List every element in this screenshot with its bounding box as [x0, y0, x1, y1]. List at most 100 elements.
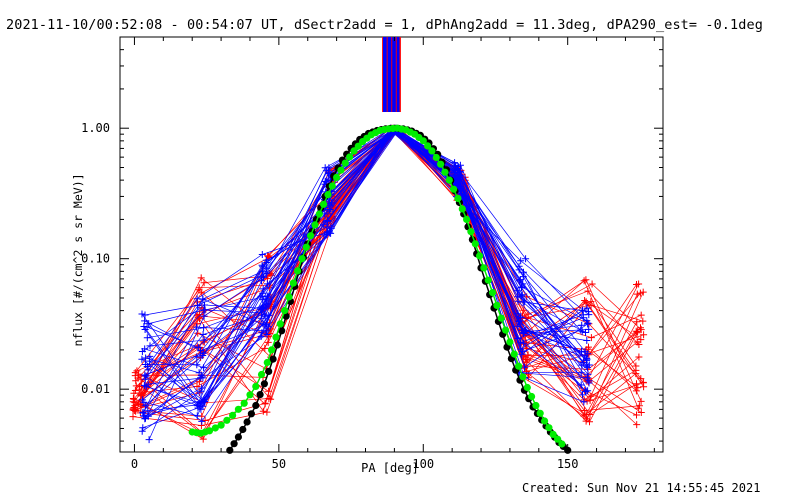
red-series-point [582, 276, 590, 284]
black-curve-point [226, 446, 234, 454]
green-curve-point [263, 358, 271, 367]
blue-series-point [257, 314, 265, 322]
blue-series-point [193, 295, 201, 303]
green-curve-point [268, 346, 276, 354]
blue-series-line [145, 128, 590, 374]
blue-series-line [148, 128, 589, 385]
blue-series-point [514, 310, 522, 318]
green-curve-point [328, 182, 336, 190]
green-curve-point [497, 314, 505, 322]
red-series-point [193, 383, 201, 390]
red-series-point [583, 397, 591, 405]
green-curve-point [432, 153, 440, 162]
blue-series-point [259, 289, 267, 297]
red-series-point [640, 383, 648, 391]
blue-series-point [200, 364, 208, 372]
green-curve-point [223, 416, 231, 424]
green-curve-point [333, 173, 341, 181]
black-curve-point [247, 410, 255, 418]
red-series-point [586, 418, 593, 426]
red-series-point [582, 298, 590, 306]
red-series-point [199, 435, 207, 443]
blue-series-point [583, 304, 591, 312]
red-series-point [135, 382, 143, 390]
blue-series-point [199, 352, 207, 359]
red-series-point [635, 402, 643, 410]
red-series-point [637, 324, 644, 332]
red-series-line [140, 129, 637, 435]
red-series-point [639, 317, 647, 325]
blue-series-point [140, 323, 148, 330]
y-tick-label: 1.00 [81, 121, 110, 135]
blue-series-point [138, 310, 146, 318]
blue-series-point [320, 220, 328, 228]
green-curve-point [285, 293, 293, 301]
green-curve-point [532, 401, 540, 410]
blue-series-point [143, 363, 151, 370]
red-series-point [582, 417, 590, 425]
green-curve-point [502, 326, 510, 334]
red-series-point [637, 397, 645, 405]
peak-spikes [382, 37, 401, 112]
blue-series-point [145, 320, 153, 328]
green-curve-point [428, 147, 436, 155]
axis-labels: PA [deg] nflux [#/(cm^2 s sr MeV)] [71, 173, 419, 475]
red-series-point [639, 288, 647, 296]
blue-series-point [263, 280, 271, 288]
red-series-point [634, 328, 642, 336]
blue-series-point [138, 396, 146, 404]
red-series-point [632, 366, 640, 374]
red-series-line [140, 130, 639, 407]
red-series-point [135, 370, 143, 378]
blue-series-line [146, 129, 582, 404]
blue-series-point [521, 363, 529, 371]
blue-series-line [142, 128, 581, 413]
blue-series-point [260, 310, 268, 318]
blue-series-point [520, 268, 527, 276]
blue-series-point [322, 167, 330, 175]
green-curve-point [519, 373, 527, 381]
created-timestamp: Created: Sun Nov 21 14:55:45 2021 [522, 481, 761, 495]
red-series-point [637, 409, 645, 416]
red-series-point [132, 406, 140, 414]
green-curve-point [311, 221, 319, 229]
blue-series-point [326, 227, 333, 235]
red-series-point [197, 274, 205, 282]
green-curve-point [229, 411, 237, 419]
blue-series-point [138, 355, 146, 363]
black-curve-point [278, 327, 286, 335]
blue-series-point [579, 306, 586, 314]
blue-series-point [144, 366, 152, 374]
blue-series-point [197, 387, 205, 395]
green-curve-point [463, 215, 471, 223]
blue-series-line [142, 130, 584, 429]
red-series-point [633, 318, 641, 326]
green-curve-point [346, 153, 354, 161]
blue-series-point [194, 404, 202, 412]
red-series-point [195, 284, 203, 292]
model-curves [188, 124, 572, 454]
red-series-point [581, 297, 589, 304]
blue-series-point [513, 287, 521, 295]
red-series-point [264, 252, 272, 260]
blue-series-point [262, 264, 270, 272]
red-series-point [640, 331, 648, 339]
blue-series-point [141, 415, 149, 423]
green-curve-point [528, 392, 536, 401]
green-curve-point [281, 307, 289, 315]
x-tick-label: 0 [131, 457, 138, 471]
blue-series-point [519, 280, 527, 288]
blue-series-point [259, 320, 267, 328]
black-curve-point [269, 355, 277, 363]
x-tick-label: 100 [412, 457, 434, 471]
blue-series-point [517, 257, 525, 265]
green-curve-point [307, 232, 315, 240]
green-curve-point [437, 160, 445, 168]
blue-series-point [257, 306, 265, 314]
blue-series-line [145, 129, 589, 406]
blue-series-point [584, 370, 592, 378]
red-series-point [633, 380, 640, 388]
red-series-line [135, 128, 637, 401]
blue-series-point [518, 284, 525, 292]
